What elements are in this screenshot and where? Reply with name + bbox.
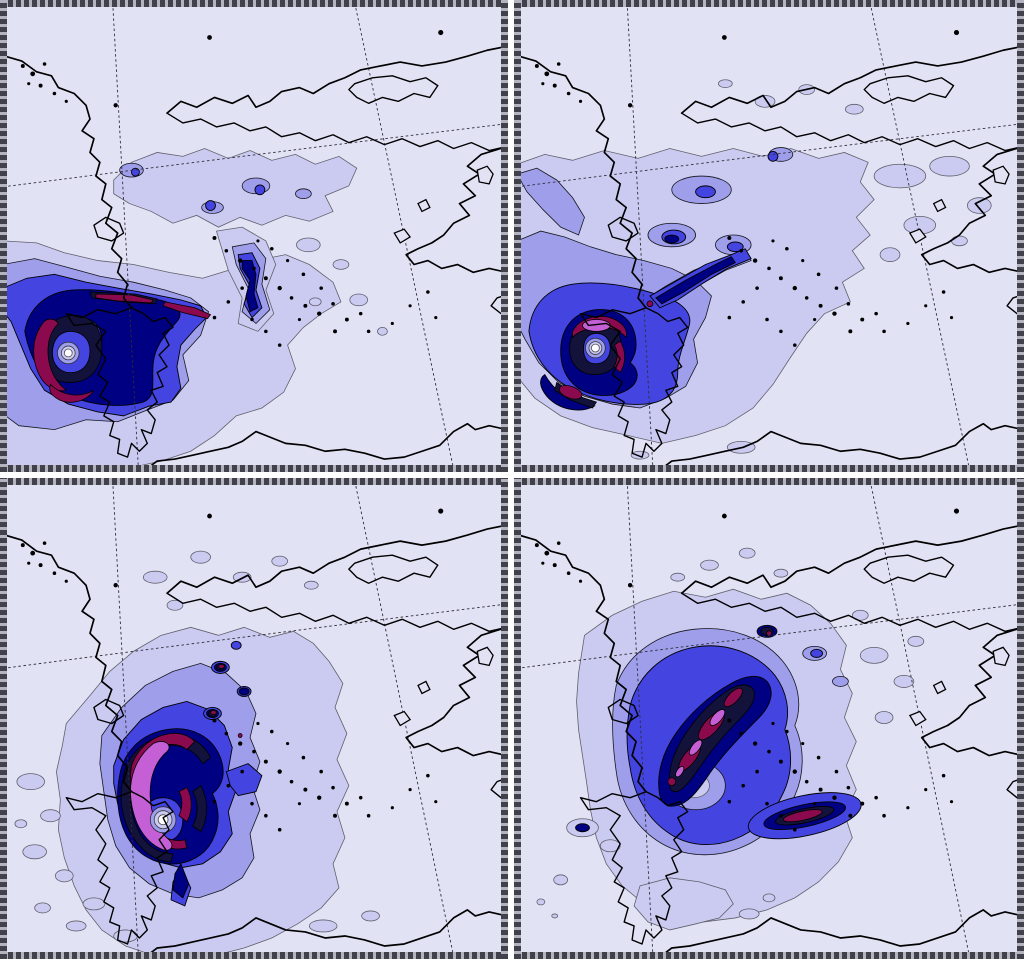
tick-ruler-top bbox=[0, 478, 508, 485]
map-panel-bottom-right bbox=[514, 478, 1024, 959]
map-panel-bottom-left bbox=[0, 478, 508, 959]
tick-ruler-left bbox=[0, 478, 7, 959]
map-canvas-bottom-right bbox=[521, 485, 1017, 952]
tick-ruler-top bbox=[0, 0, 508, 7]
tick-ruler-left bbox=[0, 0, 7, 472]
map-canvas-top-right bbox=[521, 7, 1017, 465]
tick-ruler-top bbox=[514, 478, 1024, 485]
map-panel-top-right bbox=[514, 0, 1024, 472]
tick-ruler-top bbox=[514, 0, 1024, 7]
tick-ruler-bottom bbox=[0, 465, 508, 472]
tick-ruler-bottom bbox=[514, 952, 1024, 959]
tick-ruler-left bbox=[514, 478, 521, 959]
tick-ruler-left bbox=[514, 0, 521, 472]
map-panel-top-left bbox=[0, 0, 508, 472]
map-canvas-bottom-left bbox=[7, 485, 501, 952]
tick-ruler-right bbox=[1017, 0, 1024, 472]
tick-ruler-bottom bbox=[0, 952, 508, 959]
tick-ruler-bottom bbox=[514, 465, 1024, 472]
map-canvas-top-left bbox=[7, 7, 501, 465]
tick-ruler-right bbox=[1017, 478, 1024, 959]
tick-ruler-right bbox=[501, 478, 508, 959]
tick-ruler-right bbox=[501, 0, 508, 472]
